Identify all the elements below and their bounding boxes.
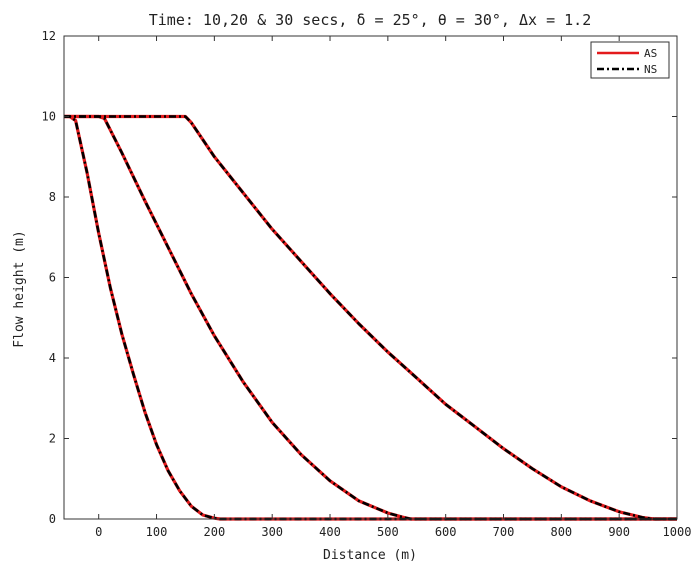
x-tick-label: 900 [608, 525, 630, 539]
x-tick-label: 100 [146, 525, 168, 539]
x-tick-label: 300 [261, 525, 283, 539]
y-tick-label: 8 [49, 190, 56, 204]
y-axis-label: Flow height (m) [12, 230, 27, 347]
series-ns-curve-2 [64, 115, 677, 521]
x-tick-label: 600 [435, 525, 457, 539]
y-tick-label: 10 [42, 110, 56, 124]
legend-label-ns: NS [644, 63, 657, 76]
series-as-curve-2 [64, 114, 677, 521]
series-ns-curve-1 [64, 115, 677, 521]
x-tick-label: 200 [204, 525, 226, 539]
x-tick-label: 700 [493, 525, 515, 539]
x-axis-label: Distance (m) [323, 548, 417, 563]
legend: AS NS [590, 41, 670, 79]
y-tick-label: 12 [42, 29, 56, 43]
x-tick-label: 400 [319, 525, 341, 539]
chart-title: Time: 10,20 & 30 secs, δ = 25°, θ = 30°,… [149, 11, 592, 29]
x-tick-label: 800 [550, 525, 572, 539]
x-tick-label: 0 [95, 525, 102, 539]
y-tick-label: 2 [49, 432, 56, 446]
legend-label-as: AS [644, 47, 657, 60]
plot-area [64, 114, 677, 521]
axes-frame [63, 35, 678, 520]
x-tick-label: 500 [377, 525, 399, 539]
series-as-curve-3 [64, 114, 677, 521]
y-tick-label: 0 [49, 512, 56, 526]
y-tick-label: 4 [49, 351, 56, 365]
series-ns-curve-3 [64, 115, 677, 521]
legend-box [590, 41, 670, 79]
axis-ticks: 0 100 200 300 400 500 600 700 800 900 1000 0 2 4 6 8 10 1… [42, 29, 692, 539]
series-as-curve-1 [64, 114, 677, 521]
y-tick-label: 6 [49, 271, 56, 285]
x-tick-label: 1000 [663, 525, 692, 539]
